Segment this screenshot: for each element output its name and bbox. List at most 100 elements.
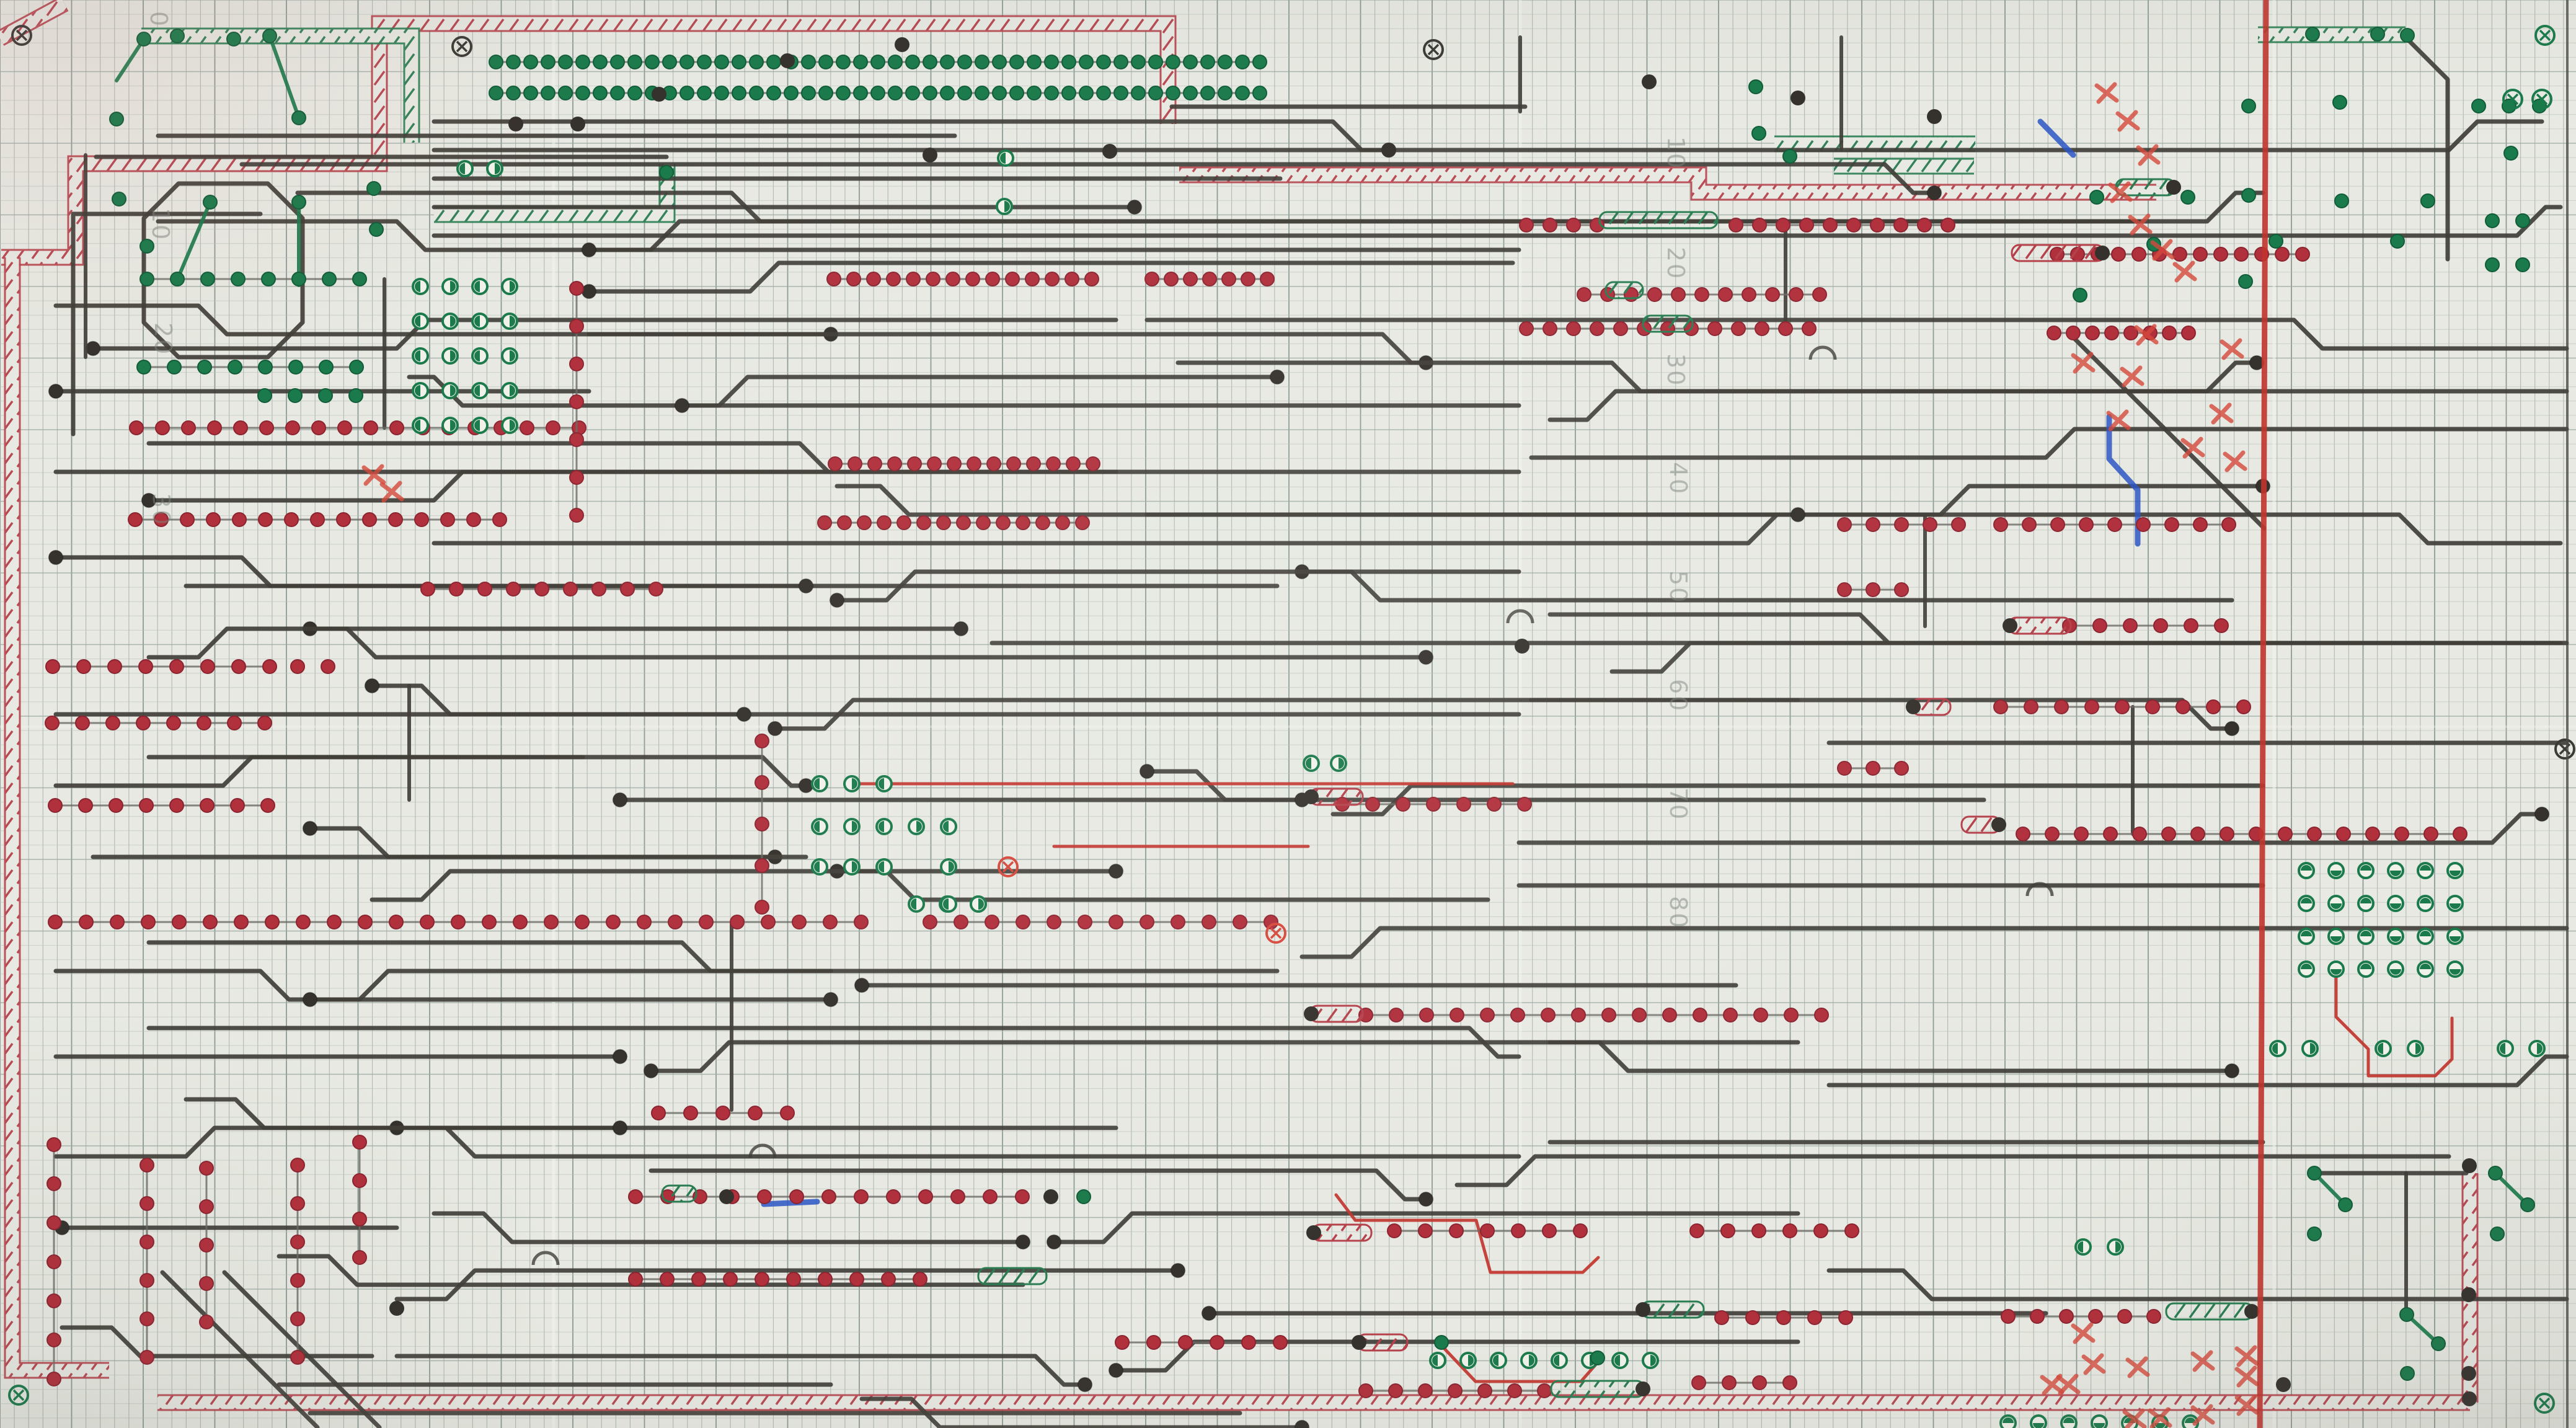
- green-pad: [1131, 86, 1146, 100]
- green-pad: [923, 55, 937, 69]
- green-pad: [1183, 86, 1198, 100]
- signal-trace: [1330, 783, 2265, 817]
- green-pad: [369, 222, 384, 237]
- green-pad: [558, 86, 573, 100]
- black-pad: [2462, 1391, 2477, 1406]
- circled-x-symbol: [2554, 738, 2575, 760]
- red-pad: [1844, 1223, 1859, 1238]
- red-pad: [1517, 797, 1532, 812]
- red-pad: [1782, 1375, 1797, 1390]
- annotation-mark-layer: [8, 25, 2575, 1428]
- green-pad: [679, 86, 694, 100]
- red-pad: [1047, 915, 1061, 929]
- red-pad: [2016, 827, 2030, 841]
- red-pad: [46, 1293, 61, 1308]
- green-pad: [541, 55, 555, 69]
- trace-end-pad: [302, 991, 318, 1008]
- black-pad: [389, 1301, 404, 1316]
- green-pad: [2515, 257, 2530, 272]
- red-pad: [440, 512, 455, 527]
- green-half-pad-fill: [2301, 931, 2312, 936]
- red-pad: [1075, 515, 1090, 530]
- red-pad: [46, 1137, 61, 1152]
- green-pad: [593, 86, 608, 100]
- trace-end-pad: [823, 991, 839, 1008]
- red-pad: [352, 1212, 367, 1226]
- green-half-pad-fill: [510, 385, 515, 396]
- black-pad: [1381, 143, 1396, 157]
- red-pad: [1728, 218, 1743, 233]
- trace-end-pad: [85, 340, 101, 357]
- green-pad: [2488, 1166, 2503, 1181]
- red-pad: [648, 582, 663, 596]
- green-pad: [992, 55, 1007, 69]
- red-pad: [2394, 827, 2409, 841]
- green-half-pad-fill: [2330, 969, 2342, 975]
- hatched-border-layer: [0, 0, 2479, 1411]
- red-pad: [1016, 515, 1030, 530]
- red-pad: [906, 272, 921, 286]
- red-pad: [1171, 915, 1185, 929]
- red-pad: [1814, 1008, 1829, 1022]
- red-pad: [1543, 321, 1557, 336]
- red-pad: [923, 915, 937, 929]
- red-pad: [2111, 247, 2126, 262]
- signal-trace: [239, 162, 1937, 195]
- green-half-pad-fill: [2390, 903, 2401, 909]
- green-pad: [261, 272, 276, 286]
- trace-end-pad: [2224, 721, 2240, 737]
- red-pad: [916, 515, 931, 530]
- component-body: [2011, 244, 2105, 262]
- green-half-pad-fill: [2033, 1423, 2044, 1428]
- red-pad: [1511, 1223, 1526, 1238]
- red-pad: [826, 272, 841, 286]
- red-pad: [1140, 915, 1154, 929]
- coordinate-label-center: 10: [1662, 136, 1689, 170]
- red-pad: [290, 1311, 305, 1326]
- green-half-pad-fill: [2115, 1241, 2121, 1253]
- green-pad: [659, 165, 674, 180]
- green-pad: [319, 360, 334, 375]
- red-pad: [1078, 915, 1092, 929]
- green-half-pad-fill: [2301, 964, 2312, 969]
- red-pad: [2275, 247, 2290, 262]
- green-pad: [2268, 234, 2283, 249]
- red-pad: [1752, 1375, 1767, 1390]
- trace-end-pad: [302, 820, 318, 836]
- component-body: [1598, 211, 1719, 229]
- red-pad: [1894, 582, 1909, 597]
- red-cross-mark: [2150, 239, 2175, 261]
- red-pad: [388, 512, 403, 527]
- red-pad: [420, 582, 435, 596]
- red-pad: [232, 512, 247, 527]
- green-pad: [200, 272, 215, 286]
- red-cross-mark: [2081, 1353, 2106, 1375]
- red-pad: [886, 272, 901, 286]
- red-cross-mark: [2136, 144, 2161, 166]
- red-pad: [2030, 1309, 2045, 1324]
- red-pad: [1838, 1310, 1853, 1325]
- signal-trace-poly: [2402, 33, 2450, 262]
- red-pad: [837, 515, 852, 530]
- red-pad: [1720, 1223, 1735, 1238]
- green-pad: [836, 86, 851, 100]
- red-cross-mark: [2220, 338, 2244, 360]
- red-pad: [1543, 218, 1557, 233]
- green-pad: [697, 55, 712, 69]
- green-half-pad-fill: [2330, 936, 2342, 942]
- red-cross-mark: [2234, 1345, 2259, 1367]
- red-pad: [965, 272, 980, 286]
- red-pad: [2307, 827, 2322, 841]
- red-pad: [1418, 1383, 1433, 1398]
- red-pad: [520, 420, 534, 435]
- black-pad: [1515, 639, 1529, 654]
- green-pad: [1131, 55, 1146, 69]
- signal-trace: [146, 469, 1118, 503]
- green-pad: [2338, 1197, 2353, 1212]
- red-pad: [420, 915, 435, 929]
- red-pad: [1647, 287, 1662, 302]
- black-pad: [652, 87, 666, 102]
- green-pad: [352, 272, 367, 286]
- red-pad: [139, 1311, 154, 1326]
- red-cross-mark: [2190, 1404, 2215, 1426]
